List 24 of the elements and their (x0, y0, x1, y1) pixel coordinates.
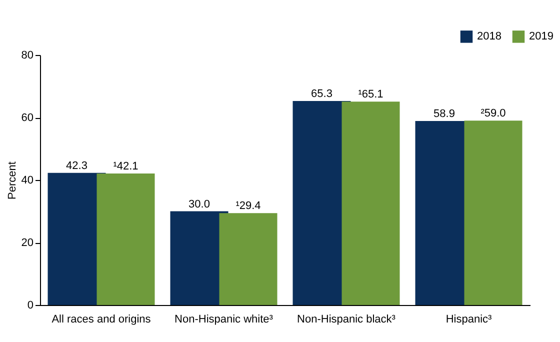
y-tick-label: 0 (27, 300, 34, 312)
x-tick-label: Non-Hispanic white³ (174, 314, 274, 326)
data-label: ¹29.4 (236, 200, 261, 212)
bar (342, 102, 400, 305)
bar (96, 173, 155, 305)
data-label: 58.9 (434, 108, 455, 120)
data-label: 30.0 (188, 198, 210, 210)
data-label: ¹42.1 (113, 160, 138, 172)
legend-label: 2019 (529, 30, 554, 43)
y-axis-title: Percent (6, 162, 18, 200)
data-label: ²59.0 (480, 108, 506, 120)
data-label: 42.3 (66, 160, 88, 172)
bar (219, 213, 278, 305)
x-tick-label: Non-Hispanic black³ (297, 314, 396, 326)
data-label: 65.3 (311, 88, 332, 100)
bar (464, 120, 522, 305)
y-tick-label: 60 (21, 112, 34, 124)
x-tick-label: Hispanic³ (446, 314, 492, 326)
y-tick-label: 80 (21, 50, 34, 62)
legend-label: 2018 (477, 30, 502, 43)
y-tick-label: 40 (21, 174, 34, 186)
data-label: ¹65.1 (358, 88, 384, 101)
y-tick-label: 20 (21, 237, 34, 249)
x-tick-label: All races and origins (52, 314, 152, 326)
